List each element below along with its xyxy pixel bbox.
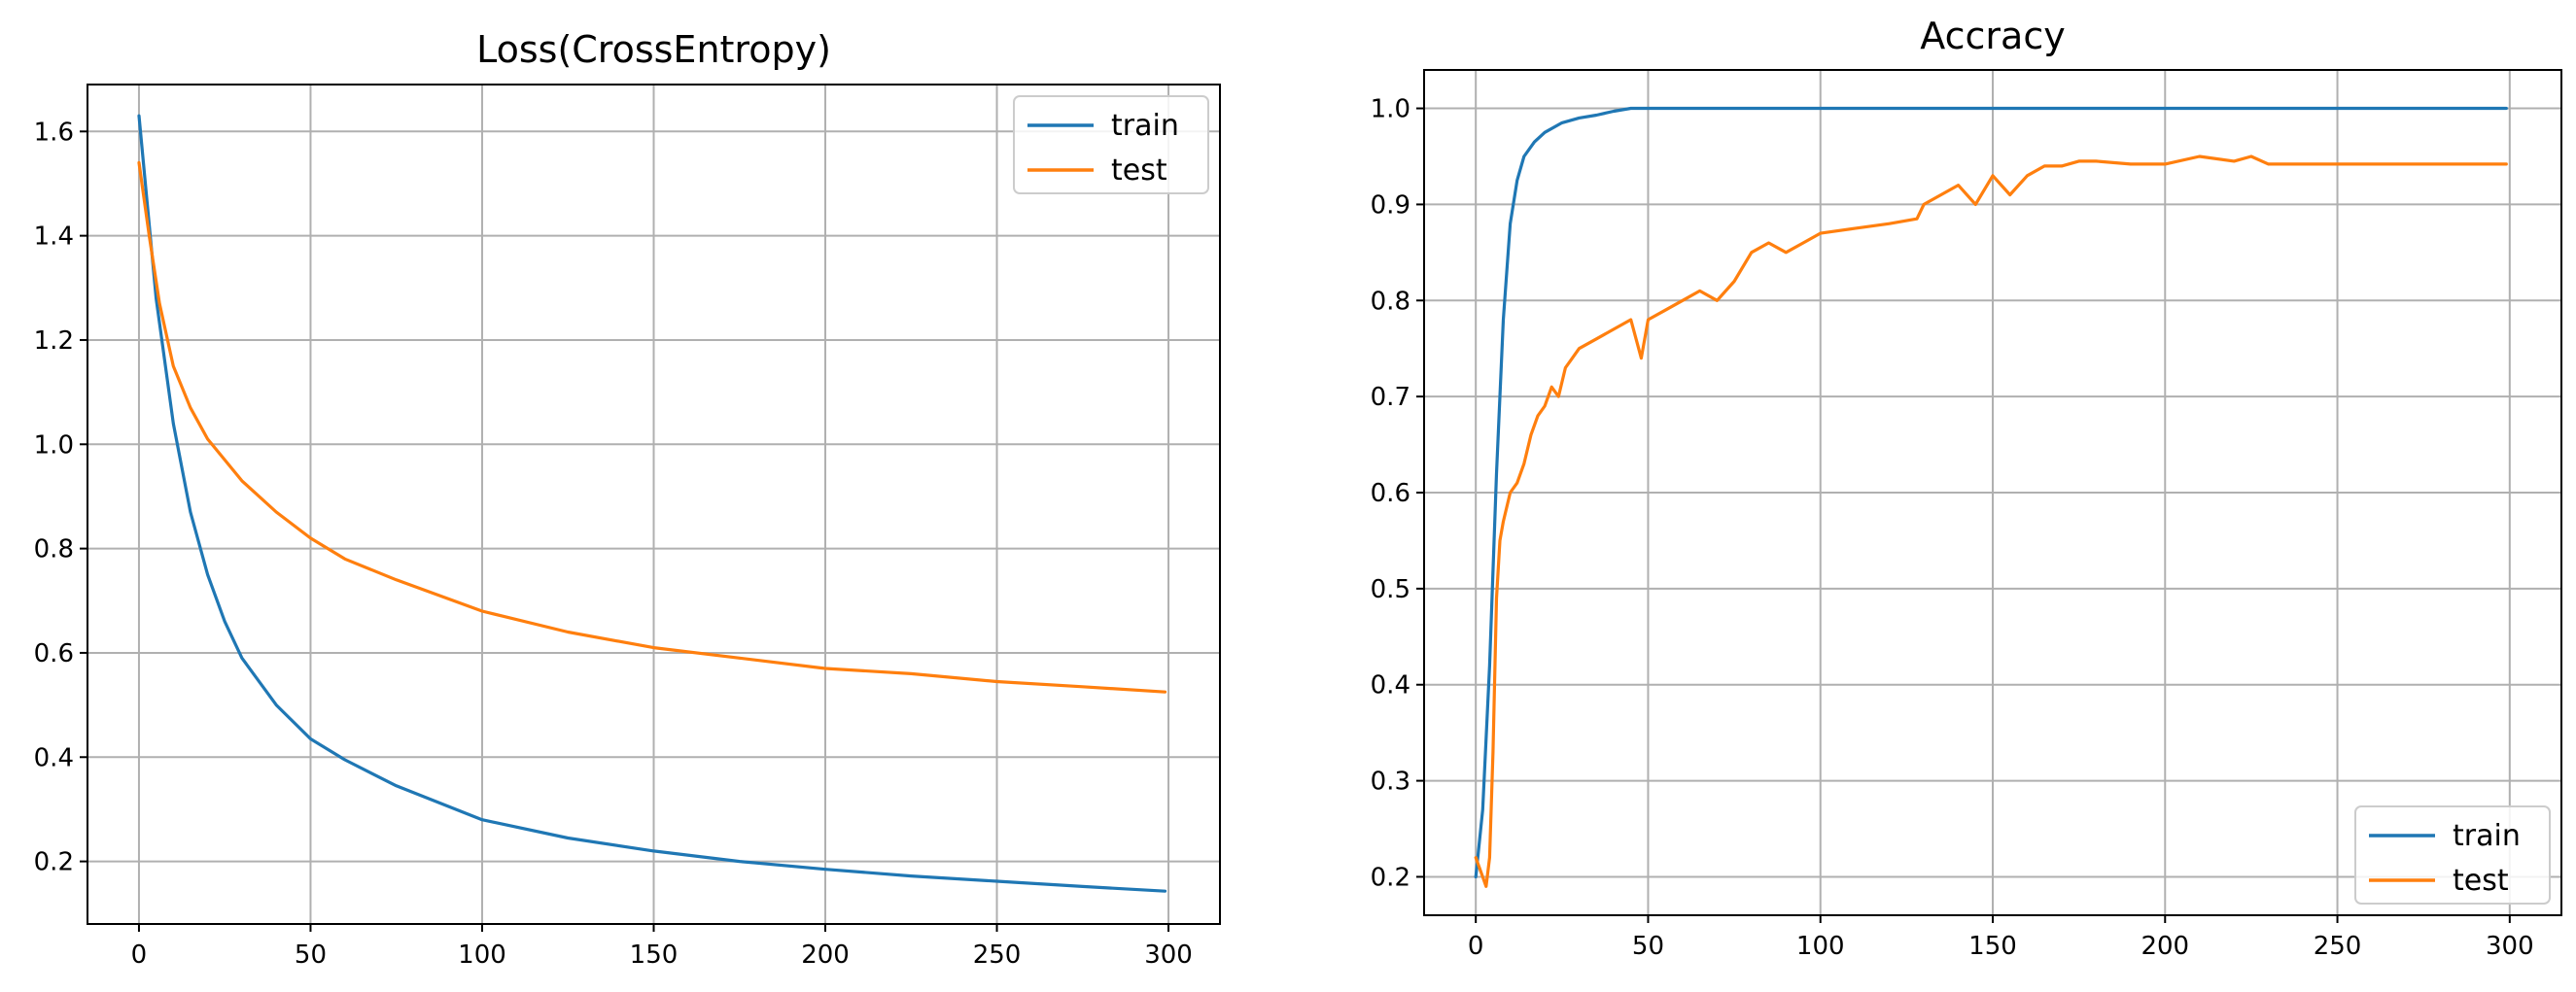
chart1-xtick-label-5: 250 bbox=[2314, 932, 2362, 961]
chart1-ytick-label-3: 0.5 bbox=[1371, 575, 1410, 604]
chart1-ytick-label-1: 0.3 bbox=[1371, 768, 1410, 797]
chart1-xtick-label-2: 100 bbox=[1796, 932, 1845, 961]
chart0-ytick-label-2: 0.6 bbox=[34, 639, 74, 668]
chart0-series-train-line bbox=[137, 114, 1167, 893]
chart1-plot: 0 50 100 150 200 250 300 0.2 0.3 0.4 0.5 0.6 0.7 0.8 0… bbox=[1371, 15, 2562, 961]
chart1-xtick-label-3: 150 bbox=[1968, 932, 2017, 961]
chart1-ytick-label-8: 1.0 bbox=[1371, 95, 1410, 124]
chart0-title: Loss(CrossEntropy) bbox=[476, 28, 831, 71]
chart1-ytick-label-7: 0.9 bbox=[1371, 190, 1410, 220]
chart1-xtick-label-1: 50 bbox=[1632, 932, 1664, 961]
chart0-xtick-label-0: 0 bbox=[131, 941, 148, 970]
chart0-legend: train test bbox=[1013, 95, 1209, 194]
chart0-ytick-label-3: 0.8 bbox=[34, 535, 74, 564]
chart0-ytick-label-1: 0.4 bbox=[34, 743, 74, 772]
chart0-legend-label-train: train bbox=[1111, 109, 1179, 143]
chart0-ytick-label-6: 1.4 bbox=[34, 222, 74, 252]
chart1-ytick-label-2: 0.4 bbox=[1371, 671, 1410, 701]
chart0-xtick-label-6: 300 bbox=[1144, 941, 1193, 970]
chart0-xtick-label-1: 50 bbox=[295, 941, 327, 970]
chart0-ytick-label-7: 1.6 bbox=[34, 118, 74, 147]
chart1-ytick-label-5: 0.7 bbox=[1371, 383, 1410, 412]
chart1-legend-label-test: test bbox=[2453, 864, 2509, 898]
chart1-legend-label-train: train bbox=[2453, 819, 2521, 853]
chart0-ytick-label-5: 1.2 bbox=[34, 326, 74, 356]
chart1-xtick-label-6: 300 bbox=[2486, 932, 2534, 961]
chart1-series-test-line bbox=[1474, 154, 2508, 888]
chart0-xtick-label-5: 250 bbox=[973, 941, 1022, 970]
chart1-series-train-line bbox=[1474, 106, 2508, 879]
chart0-xtick-label-2: 100 bbox=[458, 941, 506, 970]
chart0-ytick-label-0: 0.2 bbox=[34, 848, 74, 877]
chart1-ytick-label-6: 0.8 bbox=[1371, 287, 1410, 316]
chart1-xtick-label-0: 0 bbox=[1468, 932, 1484, 961]
chart0-legend-label-test: test bbox=[1111, 154, 1167, 188]
chart0-xtick-label-4: 200 bbox=[801, 941, 850, 970]
chart1-legend: train test bbox=[2354, 805, 2551, 905]
chart1-title: Accracy bbox=[1920, 15, 2065, 57]
chart0-ytick-label-4: 1.0 bbox=[34, 430, 74, 460]
chart1-ytick-label-4: 0.6 bbox=[1371, 479, 1410, 508]
chart0-xtick-label-3: 150 bbox=[630, 941, 679, 970]
chart0-series-test-line bbox=[137, 160, 1167, 694]
chart0-plot: 0 50 100 150 200 250 300 0.2 0.4 0.6 0.8 1.0 1.2 1.4 1… bbox=[34, 28, 1221, 970]
chart1-xtick-label-4: 200 bbox=[2141, 932, 2189, 961]
chart1-ytick-label-0: 0.2 bbox=[1371, 863, 1410, 892]
